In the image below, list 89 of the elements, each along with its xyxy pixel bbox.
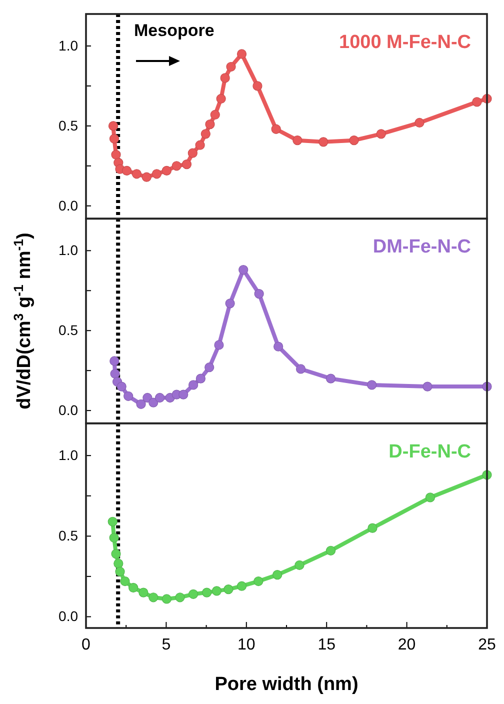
point bbox=[110, 356, 120, 366]
point bbox=[254, 289, 264, 299]
point bbox=[212, 586, 222, 596]
point bbox=[318, 137, 328, 147]
point bbox=[178, 390, 188, 400]
point bbox=[148, 592, 158, 602]
point bbox=[122, 166, 132, 176]
point bbox=[274, 342, 284, 352]
point bbox=[296, 364, 306, 374]
point bbox=[422, 382, 432, 392]
point bbox=[172, 161, 182, 171]
point bbox=[294, 560, 304, 570]
y-tick-label: 0.5 bbox=[58, 322, 78, 338]
point bbox=[111, 549, 121, 559]
point bbox=[188, 380, 198, 390]
point bbox=[111, 150, 121, 160]
point bbox=[196, 374, 206, 384]
point bbox=[108, 516, 118, 526]
point bbox=[367, 380, 377, 390]
series-label: D-Fe-N-C bbox=[388, 441, 472, 462]
point bbox=[202, 588, 212, 598]
point bbox=[128, 582, 138, 593]
point bbox=[216, 94, 226, 104]
point bbox=[110, 368, 120, 379]
point bbox=[120, 576, 130, 586]
point bbox=[349, 136, 359, 146]
point bbox=[152, 169, 162, 179]
point bbox=[368, 523, 378, 533]
x-axis-title: Pore width (nm) bbox=[214, 674, 358, 695]
point bbox=[472, 97, 482, 107]
point bbox=[205, 120, 215, 130]
point bbox=[238, 265, 248, 275]
point bbox=[195, 140, 205, 150]
x-tick-label: 10 bbox=[238, 636, 256, 654]
point bbox=[292, 136, 302, 146]
point bbox=[175, 592, 185, 602]
point bbox=[142, 172, 152, 182]
x-tick-label: 0 bbox=[82, 636, 91, 654]
point bbox=[425, 492, 436, 502]
point bbox=[132, 169, 142, 179]
x-tick-label: 25 bbox=[478, 636, 496, 654]
point bbox=[114, 558, 124, 568]
point bbox=[210, 110, 220, 120]
point bbox=[108, 121, 118, 131]
y-tick-label: 0.5 bbox=[58, 117, 78, 134]
x-tick-label: 20 bbox=[398, 636, 416, 654]
y-tick-label: 1.0 bbox=[58, 242, 78, 258]
point bbox=[224, 584, 234, 594]
point bbox=[226, 62, 236, 72]
x-tick-label: 5 bbox=[162, 636, 171, 654]
point bbox=[214, 340, 224, 350]
y-tick-label: 0.0 bbox=[58, 608, 78, 624]
annotation: Mesopore bbox=[134, 21, 214, 40]
point bbox=[162, 166, 172, 176]
point bbox=[182, 159, 192, 170]
point bbox=[272, 570, 282, 580]
point bbox=[116, 382, 126, 392]
point bbox=[414, 118, 424, 128]
point bbox=[136, 399, 146, 409]
point bbox=[220, 73, 230, 83]
point bbox=[236, 49, 247, 59]
point bbox=[204, 362, 214, 372]
point bbox=[188, 148, 198, 158]
point bbox=[188, 589, 198, 599]
point bbox=[376, 129, 386, 139]
y-tick-label: 1.0 bbox=[58, 447, 78, 464]
point bbox=[271, 124, 281, 134]
y-tick-label: 1.0 bbox=[58, 37, 78, 54]
point bbox=[225, 298, 235, 308]
point bbox=[326, 546, 336, 556]
point bbox=[254, 576, 264, 586]
y-tick-label: 0.0 bbox=[58, 402, 78, 418]
point bbox=[109, 134, 120, 144]
text: DM-Fe-N-C bbox=[372, 236, 472, 258]
point bbox=[138, 588, 148, 598]
point bbox=[326, 374, 336, 384]
point bbox=[148, 398, 158, 408]
x-tick-label: 15 bbox=[318, 636, 336, 654]
point bbox=[115, 566, 125, 576]
point bbox=[236, 581, 247, 591]
point bbox=[252, 81, 262, 91]
point bbox=[200, 129, 210, 139]
point bbox=[162, 594, 172, 604]
text: 1000 M-Fe-N-C bbox=[339, 32, 472, 53]
point bbox=[124, 391, 134, 401]
point bbox=[154, 392, 165, 403]
y-tick-label: 0.5 bbox=[58, 528, 78, 544]
point bbox=[109, 532, 119, 543]
y-tick-label: 0.0 bbox=[58, 197, 78, 214]
